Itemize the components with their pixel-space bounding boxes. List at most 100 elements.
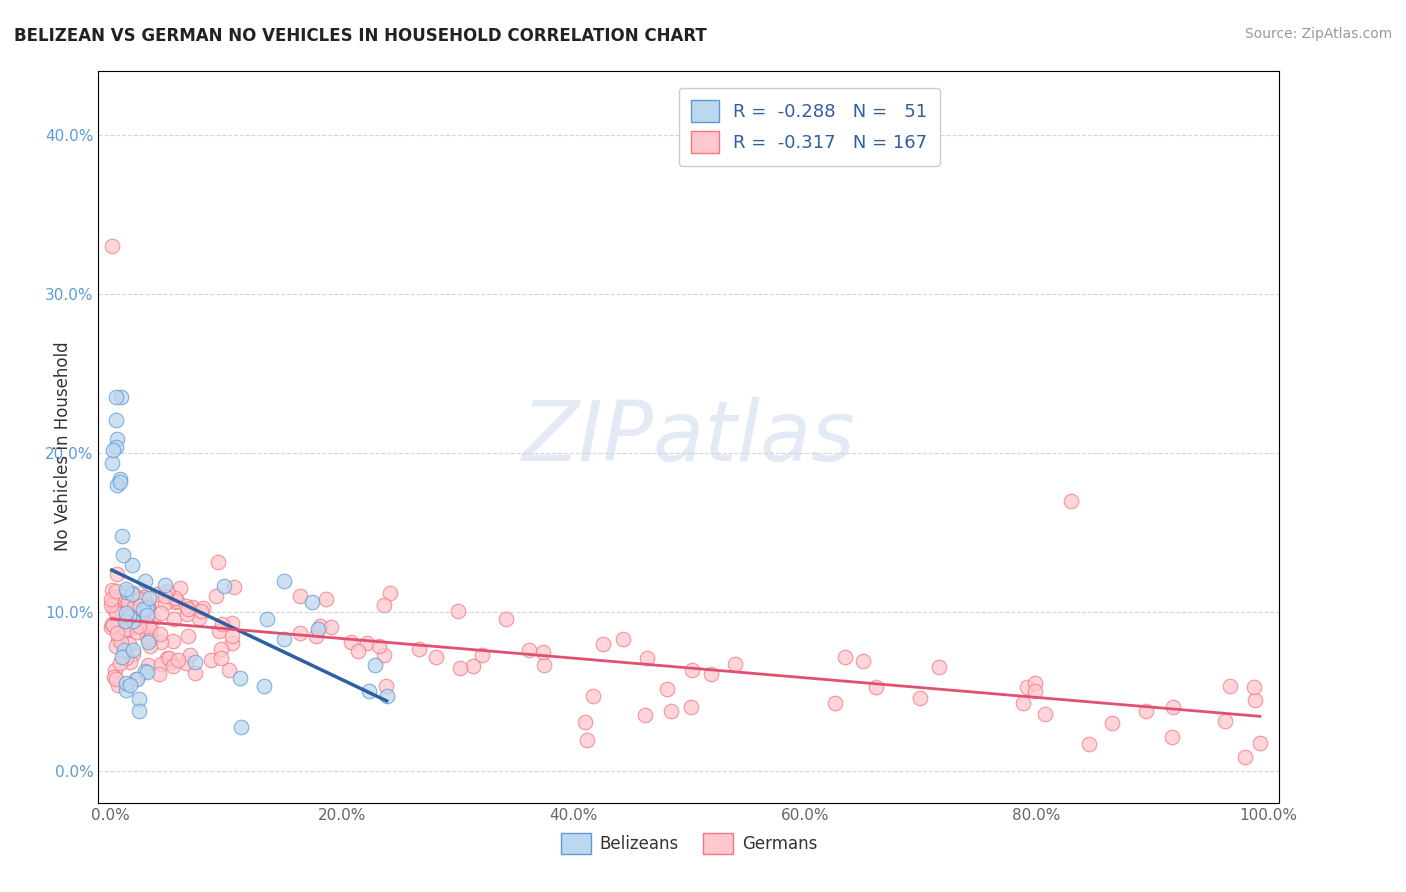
Point bbox=[191, 600, 214, 615]
Point bbox=[1024, 676, 1046, 690]
Point bbox=[118, 637, 141, 651]
Point bbox=[174, 656, 197, 670]
Point bbox=[1219, 679, 1241, 693]
Point bbox=[100, 620, 122, 634]
Point bbox=[636, 651, 658, 665]
Point bbox=[408, 642, 430, 657]
Point bbox=[655, 682, 678, 697]
Point bbox=[575, 732, 598, 747]
Point bbox=[110, 390, 132, 404]
Point bbox=[612, 632, 634, 647]
Point bbox=[115, 607, 138, 621]
Point bbox=[107, 432, 129, 446]
Point bbox=[141, 612, 163, 626]
Point bbox=[177, 629, 200, 643]
Point bbox=[214, 579, 236, 593]
Point bbox=[149, 627, 172, 641]
Point bbox=[208, 624, 231, 638]
Point bbox=[132, 602, 155, 616]
Point bbox=[100, 598, 122, 612]
Point bbox=[122, 615, 145, 629]
Point bbox=[357, 684, 380, 698]
Point bbox=[149, 657, 172, 671]
Point bbox=[107, 633, 129, 648]
Point bbox=[136, 635, 159, 649]
Point bbox=[110, 614, 132, 628]
Point bbox=[1060, 493, 1083, 508]
Point bbox=[699, 666, 721, 681]
Point bbox=[1078, 737, 1101, 751]
Point bbox=[190, 604, 212, 618]
Point bbox=[425, 649, 447, 664]
Point bbox=[127, 592, 149, 607]
Point bbox=[122, 643, 145, 657]
Point bbox=[115, 650, 138, 665]
Point bbox=[136, 600, 159, 615]
Point bbox=[124, 673, 146, 687]
Point bbox=[118, 609, 141, 624]
Point bbox=[256, 612, 278, 626]
Point bbox=[176, 607, 198, 621]
Point bbox=[253, 679, 276, 693]
Point bbox=[122, 599, 145, 614]
Point bbox=[374, 679, 396, 693]
Point bbox=[373, 648, 395, 662]
Point bbox=[104, 440, 127, 454]
Point bbox=[112, 643, 135, 657]
Point bbox=[209, 651, 232, 665]
Text: No Vehicles in Household: No Vehicles in Household bbox=[55, 341, 72, 551]
Point bbox=[104, 390, 127, 404]
Point bbox=[169, 581, 191, 595]
Point bbox=[179, 648, 201, 663]
Point bbox=[463, 658, 485, 673]
Point bbox=[661, 704, 683, 718]
Text: ZIPatlas: ZIPatlas bbox=[522, 397, 856, 477]
Point bbox=[1033, 706, 1056, 721]
Point bbox=[122, 586, 145, 600]
Point bbox=[301, 595, 323, 609]
Point bbox=[582, 689, 605, 703]
Point bbox=[1213, 714, 1236, 728]
Point bbox=[117, 588, 139, 602]
Point bbox=[204, 590, 226, 604]
Point bbox=[101, 583, 124, 598]
Point bbox=[177, 602, 200, 616]
Point bbox=[1234, 750, 1257, 764]
Point bbox=[138, 600, 160, 615]
Point bbox=[834, 649, 856, 664]
Point bbox=[135, 602, 157, 616]
Point bbox=[115, 584, 138, 599]
Point bbox=[110, 529, 132, 543]
Point bbox=[115, 624, 138, 638]
Point bbox=[115, 594, 138, 608]
Point bbox=[1101, 716, 1123, 731]
Point bbox=[149, 634, 172, 648]
Point bbox=[114, 622, 136, 636]
Point bbox=[112, 603, 135, 617]
Point bbox=[273, 574, 295, 589]
Point bbox=[200, 653, 222, 667]
Point bbox=[176, 599, 198, 613]
Point bbox=[110, 635, 132, 649]
Point bbox=[375, 690, 398, 704]
Point bbox=[229, 672, 252, 686]
Point bbox=[681, 700, 703, 714]
Point bbox=[111, 649, 134, 664]
Point bbox=[121, 611, 143, 625]
Point bbox=[111, 548, 134, 562]
Point bbox=[183, 665, 205, 680]
Point bbox=[104, 590, 127, 604]
Point bbox=[100, 592, 122, 607]
Point bbox=[108, 472, 131, 486]
Point bbox=[121, 648, 143, 662]
Point bbox=[231, 720, 253, 734]
Point bbox=[128, 592, 150, 607]
Point bbox=[103, 663, 125, 677]
Text: Source: ZipAtlas.com: Source: ZipAtlas.com bbox=[1244, 27, 1392, 41]
Point bbox=[153, 578, 176, 592]
Point bbox=[120, 656, 142, 670]
Point bbox=[127, 609, 149, 624]
Point bbox=[138, 591, 160, 606]
Point bbox=[681, 664, 703, 678]
Point bbox=[852, 654, 875, 668]
